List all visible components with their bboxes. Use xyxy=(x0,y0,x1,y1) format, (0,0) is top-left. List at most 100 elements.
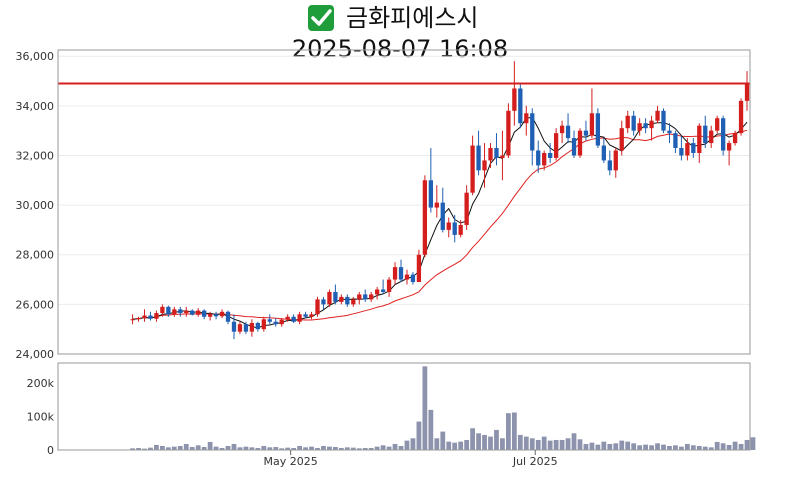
volume-bar xyxy=(350,447,356,450)
volume-bar xyxy=(273,446,279,450)
candle-body xyxy=(315,299,320,315)
candle-body xyxy=(744,83,750,101)
volume-bar xyxy=(458,441,464,450)
candle-body xyxy=(333,291,338,302)
volume-bar xyxy=(410,438,416,450)
candle-body xyxy=(410,274,416,283)
price-y-tick-label: 36,000 xyxy=(16,50,55,63)
volume-bar xyxy=(165,447,171,450)
volume-bar xyxy=(189,446,195,450)
candle-body xyxy=(571,138,577,156)
volume-bar xyxy=(177,445,183,450)
volume-bar xyxy=(559,439,565,450)
volume-bar xyxy=(231,443,237,450)
candle-body xyxy=(470,145,475,193)
candle-body xyxy=(404,274,410,280)
volume-bar xyxy=(356,448,362,450)
volume-bar xyxy=(148,447,153,450)
volume-bar xyxy=(511,412,517,450)
volume-bar xyxy=(529,438,535,450)
volume-bar xyxy=(470,428,475,450)
volume-bar xyxy=(380,445,386,450)
candle-body xyxy=(303,314,308,317)
candle-body xyxy=(482,160,487,171)
price-y-tick-label: 24,000 xyxy=(16,348,55,361)
volume-bar xyxy=(392,443,398,450)
volume-bar xyxy=(452,442,458,450)
candle-body xyxy=(369,294,374,300)
candle-body xyxy=(649,120,654,129)
volume-bar xyxy=(285,447,291,450)
volume-bar xyxy=(476,433,481,450)
candle-body xyxy=(392,267,398,280)
volume-bar xyxy=(684,443,690,450)
candle-body xyxy=(637,123,642,131)
volume-bar xyxy=(464,439,470,450)
candle-body xyxy=(553,133,559,158)
volume-bar xyxy=(213,446,219,450)
volume-bar xyxy=(702,446,708,450)
candle-body xyxy=(595,113,601,146)
candle-body xyxy=(709,130,714,144)
candle-body xyxy=(237,324,243,332)
volume-bar xyxy=(655,443,660,450)
volume-bar xyxy=(720,443,726,450)
volume-bar xyxy=(243,446,249,450)
candle-body xyxy=(398,267,404,280)
price-y-tick-label: 28,000 xyxy=(16,249,55,262)
volume-bar xyxy=(398,445,404,450)
candle-body xyxy=(697,125,702,153)
candle-body xyxy=(345,296,350,305)
volume-bar xyxy=(219,447,225,450)
candle-body xyxy=(142,315,147,319)
candle-body xyxy=(243,324,249,332)
candle-body xyxy=(494,148,499,158)
candle-body xyxy=(160,306,165,314)
candle-body xyxy=(732,133,738,144)
candle-body xyxy=(375,289,380,295)
candle-body xyxy=(279,319,284,325)
candle-body xyxy=(559,125,565,134)
volume-bar xyxy=(237,447,243,450)
volume-bar xyxy=(523,436,529,450)
volume-bar xyxy=(696,445,702,450)
volume-bar xyxy=(613,443,619,450)
x-axis: May 2025 Jul 2025 xyxy=(264,450,558,468)
volume-bar xyxy=(482,434,487,450)
x-tick-label: Jul 2025 xyxy=(512,455,558,468)
candle-body xyxy=(738,100,744,134)
volume-bar xyxy=(404,440,410,450)
candle-body xyxy=(518,88,523,124)
volume-bar xyxy=(255,447,261,450)
candle-body xyxy=(691,143,696,153)
volume-bar xyxy=(297,445,302,450)
candle-body xyxy=(184,310,189,314)
volume-bar xyxy=(416,421,422,450)
candle-body xyxy=(476,145,481,171)
candle-body xyxy=(267,319,272,322)
volume-bar xyxy=(261,445,267,450)
volume-bar xyxy=(517,434,523,450)
volume-bar xyxy=(368,447,374,450)
volume-bar xyxy=(631,443,637,450)
volume-bar xyxy=(267,447,273,450)
volume-bar xyxy=(726,444,732,450)
candle-body xyxy=(148,315,153,319)
volume-panel: 0 100k 200k xyxy=(27,362,756,457)
price-panel-frame xyxy=(57,49,751,355)
volume-bar xyxy=(643,444,648,450)
volume-bar xyxy=(327,446,332,450)
candle-body xyxy=(452,222,457,235)
volume-bar xyxy=(625,441,631,450)
volume-bar xyxy=(607,443,613,450)
volume-bar xyxy=(601,441,607,450)
candle-body xyxy=(488,148,493,161)
volume-bar xyxy=(577,439,583,450)
volume-panel-frame xyxy=(57,362,751,451)
candle-body xyxy=(512,88,517,111)
candle-body xyxy=(464,192,469,225)
moving-average-lines xyxy=(132,116,748,329)
candle-body xyxy=(530,113,535,151)
candle-body xyxy=(506,110,511,156)
candle-body xyxy=(679,148,684,156)
